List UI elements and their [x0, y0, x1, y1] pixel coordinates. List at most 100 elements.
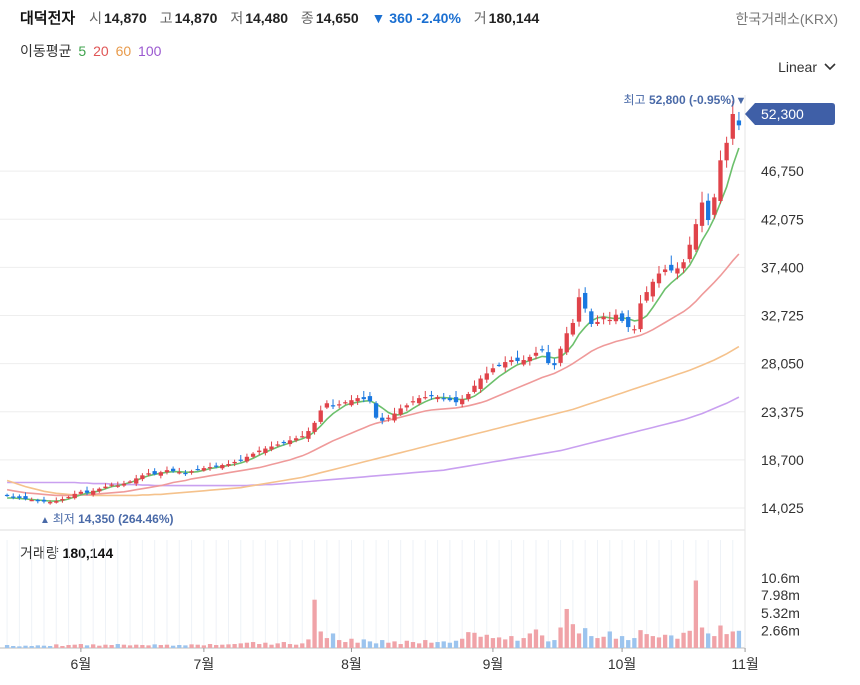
volume-bar [373, 643, 379, 648]
open-label: 시 [89, 10, 102, 26]
candle-body [312, 422, 317, 432]
volume-bar [220, 644, 225, 648]
volume-bar [576, 633, 582, 648]
candle-body [718, 160, 723, 202]
change-value: ▼ 360 -2.40% [372, 10, 461, 26]
candle-body [337, 404, 342, 406]
candle-body [546, 352, 551, 364]
volume-bar [318, 631, 323, 648]
volume-bar [140, 645, 145, 648]
price-tick-label: 14,025 [761, 500, 804, 516]
candle-body [355, 398, 360, 402]
candle-body [662, 269, 668, 273]
volume-bar [601, 636, 606, 648]
candle-body [583, 292, 588, 309]
candle-body [287, 440, 293, 445]
candle-body [78, 491, 84, 494]
candle-body [300, 436, 305, 438]
low-annotation-value: 14,350 (264.46%) [78, 512, 173, 526]
volume-bar [429, 642, 434, 648]
volume-bar [11, 646, 16, 648]
candle-body [712, 197, 717, 215]
candle-body [380, 417, 385, 421]
candle-body [121, 483, 127, 486]
volume-bar [4, 645, 10, 648]
candle-body [269, 446, 274, 450]
candle-body [558, 348, 563, 363]
volume-bar [269, 644, 274, 648]
ma-legend-5: 5 [78, 43, 87, 59]
month-label: 9월 [483, 656, 504, 672]
volume-bar [410, 642, 416, 648]
volume-bar [503, 639, 508, 648]
candle-body [4, 494, 10, 497]
volume-bar [619, 636, 625, 648]
volume-bar [189, 644, 194, 648]
candle-body [435, 397, 440, 400]
volume-bar [496, 637, 502, 648]
candle-body [318, 410, 323, 422]
volume-bar [127, 645, 133, 648]
high-label: 고 [159, 10, 173, 26]
volume-bar [183, 645, 188, 648]
candle-body [109, 484, 114, 486]
volume-bar [392, 641, 397, 648]
volume-bar [47, 646, 53, 648]
month-label: 7월 [194, 656, 215, 672]
volume-bar [718, 625, 723, 648]
scale-selector[interactable]: Linear [778, 59, 836, 75]
high-marker-icon: ▼ [736, 95, 747, 107]
candle-body [416, 398, 422, 404]
volume-bar [29, 646, 34, 648]
candle-body [244, 456, 250, 462]
volume-bar [589, 636, 594, 648]
candle-body [478, 378, 483, 389]
volume-bar [170, 645, 176, 648]
volume-bar [607, 631, 612, 648]
volume-bar [398, 644, 403, 648]
month-label: 6월 [71, 656, 92, 672]
candle-body [164, 470, 170, 473]
volume-bar [626, 640, 631, 648]
candle-body [472, 385, 477, 392]
volume-bar [164, 644, 170, 648]
candle-body [11, 496, 16, 498]
candle-body [693, 224, 699, 250]
volume-bar [416, 643, 422, 648]
volume-bar [669, 635, 674, 648]
candle-body [343, 402, 348, 404]
low-value: 14,480 [245, 10, 289, 26]
close-label: 종 [300, 10, 314, 26]
ma-legend-20: 20 [93, 43, 109, 59]
month-label: 8월 [341, 656, 362, 672]
candle-body [460, 399, 465, 405]
candle-body [330, 405, 336, 407]
volume-bar [484, 634, 489, 648]
price-tick-label: 46,750 [761, 163, 804, 179]
volume-bar [583, 628, 588, 648]
ma60-line [6, 345, 740, 497]
stock-name: 대덕전자 [20, 10, 76, 27]
volume-bar [293, 644, 299, 648]
price-tick-label: 37,400 [761, 259, 804, 275]
volume-bar [521, 638, 526, 648]
candle-body [97, 488, 102, 492]
candle-body [392, 413, 397, 421]
candle-body [527, 356, 532, 362]
volume-bar [558, 627, 563, 648]
candle-body [158, 472, 163, 476]
candle-body [293, 438, 299, 441]
candle-body [429, 395, 434, 397]
candle-body [103, 486, 108, 489]
candle-body [306, 431, 311, 439]
candle-body [257, 450, 262, 453]
ma-legend[interactable]: 이동평균 5 20 60 100 [20, 41, 164, 61]
volume-bar [54, 644, 59, 648]
volume-bar [275, 643, 280, 648]
down-triangle-icon: ▼ [371, 10, 386, 26]
volume-bar [552, 640, 557, 648]
volume-bar [97, 645, 102, 648]
close-value: 14,650 [315, 10, 359, 26]
candle-body [195, 469, 200, 471]
